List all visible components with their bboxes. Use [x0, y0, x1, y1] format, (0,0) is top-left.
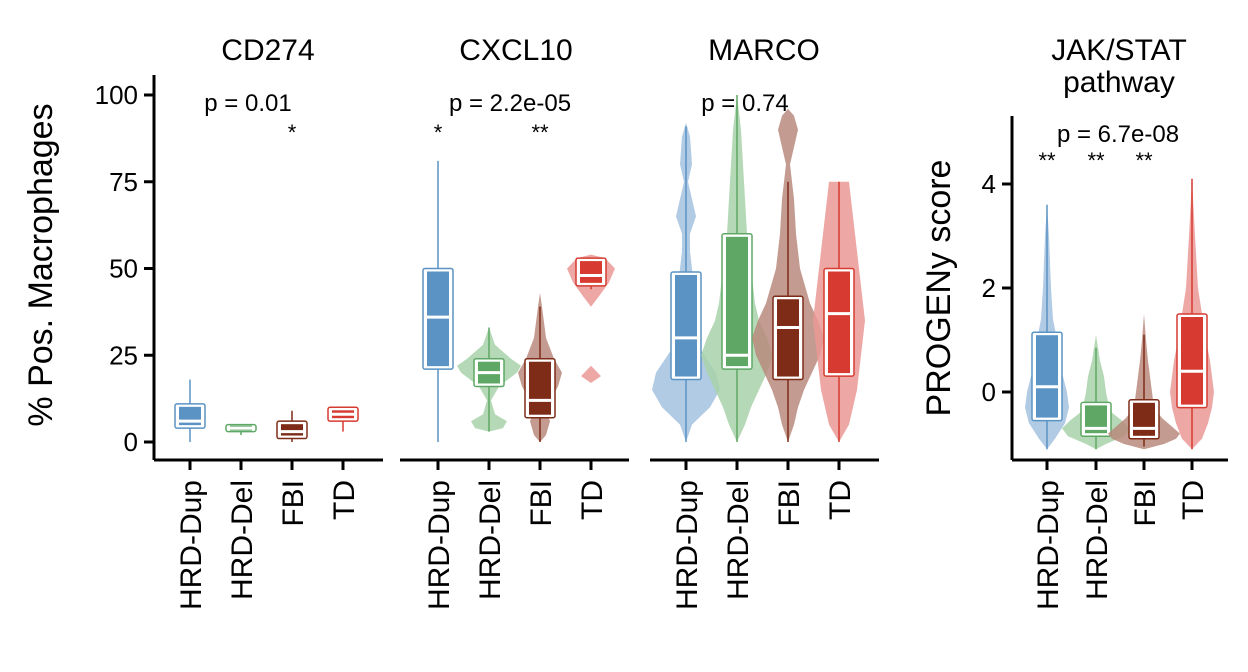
y-tick-label-right-2: 4 [982, 169, 996, 199]
box-fill-2-hrd-dup [675, 274, 697, 377]
x-tick-label-3-hrd-dup: HRD-Dup [1032, 480, 1065, 610]
panel-title-1: CXCL10 [459, 34, 572, 67]
panel-title-line-3-1: pathway [1063, 66, 1175, 99]
pvalue-2: p = 0.74 [701, 90, 788, 117]
box-fill-1-td [580, 261, 602, 283]
panel-title-3: JAK/STAT pathway [1051, 34, 1187, 99]
panel-2: MARCO p = 0.74 HRD-Dup HRD-Del FBI TD [650, 34, 879, 610]
panel-title-line-0-0: CD274 [221, 34, 314, 67]
pvalue-0: p = 0.01 [204, 90, 291, 117]
x-tick-label-2-hrd-dup: HRD-Dup [671, 480, 704, 610]
panel-1: CXCL10 p = 2.2e-05* HRD-Dup HRD-Del ** FBI TD [400, 34, 629, 610]
x-tick-label-1-td: TD [576, 480, 609, 520]
significance-1-fbi: ** [531, 120, 549, 145]
panel-title-2: MARCO [708, 34, 820, 67]
box-fill-2-td [828, 271, 850, 374]
x-tick-label-1-hrd-dup: HRD-Dup [423, 480, 456, 610]
panel-title-line-2-0: MARCO [708, 34, 820, 67]
significance-1-hrd-dup: * [434, 120, 443, 145]
x-tick-label-2-fbi: FBI [773, 480, 806, 527]
y-tick-label-right-1: 2 [982, 273, 996, 303]
box-fill-3-fbi [1133, 402, 1155, 436]
x-tick-label-1-hrd-del: HRD-Del [474, 480, 507, 600]
panel-title-0: CD274 [221, 34, 314, 67]
y-tick-label-left-2: 50 [109, 254, 138, 284]
x-tick-label-0-hrd-dup: HRD-Dup [175, 480, 208, 610]
x-tick-label-3-td: TD [1177, 480, 1210, 520]
pvalue-3: p = 6.7e-08 [1057, 121, 1179, 148]
significance-0-fbi: * [288, 120, 297, 145]
x-tick-label-0-fbi: FBI [277, 480, 310, 527]
box-fill-2-hrd-del [726, 236, 748, 367]
y-tick-label-left-3: 75 [109, 167, 138, 197]
y-tick-label-right-0: 0 [982, 377, 996, 407]
box-fill-2-fbi [777, 299, 799, 377]
x-tick-label-0-hrd-del: HRD-Del [226, 480, 259, 600]
y-axis-label-right: PROGENy score [920, 160, 958, 417]
x-tick-label-1-fbi: FBI [525, 480, 558, 527]
box-fill-1-fbi [529, 361, 551, 415]
pvalue-1: p = 2.2e-05 [449, 90, 571, 117]
y-tick-label-left-0: 0 [124, 427, 138, 457]
significance-3-hrd-del: ** [1087, 148, 1105, 173]
panel-0: CD274 p = 0.01 HRD-Dup HRD-Del * FBI TD [154, 34, 383, 610]
box-fill-3-hrd-del [1085, 405, 1107, 434]
x-tick-label-0-td: TD [328, 480, 361, 520]
x-tick-label-2-hrd-del: HRD-Del [722, 480, 755, 600]
box-fill-1-hrd-dup [427, 271, 449, 367]
panel-3: JAK/STAT pathway p = 6.7e-08** HRD-Dup ** HRD… [1012, 34, 1228, 610]
violin-1-td [567, 254, 615, 383]
box-fill-3-td [1181, 317, 1203, 405]
panel-title-line-3-0: JAK/STAT [1051, 34, 1187, 67]
significance-3-hrd-dup: ** [1038, 148, 1056, 173]
box-fill-0-fbi [281, 424, 303, 436]
y-axis-label-left: % Pos. Macrophages [22, 103, 60, 426]
y-tick-label-left-4: 100 [95, 80, 138, 110]
x-tick-label-3-hrd-del: HRD-Del [1081, 480, 1114, 600]
y-tick-label-left-1: 25 [109, 340, 138, 370]
significance-3-fbi: ** [1135, 148, 1153, 173]
x-tick-label-3-fbi: FBI [1129, 480, 1162, 527]
x-tick-label-2-td: TD [824, 480, 857, 520]
panel-title-line-1-0: CXCL10 [459, 34, 572, 67]
box-fill-3-hrd-dup [1036, 335, 1058, 418]
